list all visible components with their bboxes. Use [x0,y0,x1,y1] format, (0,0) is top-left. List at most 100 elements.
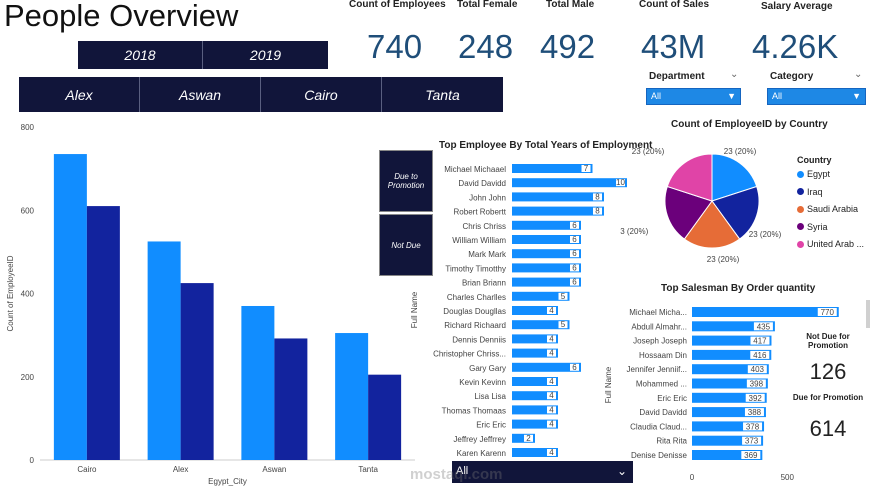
top-employee-value: 6 [572,235,577,244]
main-chart-xlabel: Egypt_City [208,477,247,486]
top-employee-name: Timothy Timotthy [445,264,506,273]
year-slicer: 2018 2019 [78,41,328,69]
top-salesman-name: Michael Micha... [629,308,687,317]
top-salesman-name: Eric Eric [657,394,687,403]
city-cairo-button[interactable]: Cairo [261,77,382,112]
top-employee-value: 5 [561,292,566,301]
main-chart-ytick: 400 [21,290,35,299]
top-employee-name: Richard Richaard [444,321,506,330]
main-chart-bar [335,333,368,460]
kpi-male-value: 492 [540,28,595,66]
top-employee-value: 4 [549,306,554,315]
not-due-card-value: 126 [798,359,858,385]
top-employee-name: Lisa Lisa [474,392,506,401]
department-filter-label: Department [649,71,705,82]
top-employee-value: 4 [549,420,554,429]
city-aswan-button[interactable]: Aswan [140,77,261,112]
top-employee-name: Michael Michaael [444,165,506,174]
top-employee-value: 6 [572,278,577,287]
top-employee-value: 6 [572,363,577,372]
top-salesman-name: David Davidd [639,408,687,417]
top-employee-name: John John [469,193,506,202]
city-tanta-button[interactable]: Tanta [382,77,503,112]
pie-legend-label: Iraq [807,187,823,197]
top-employee-name: Jeffrey Jeffrrey [453,435,506,444]
top-employee-bar [512,207,604,216]
top-employee-value: 7 [584,164,589,173]
top-salesman-value: 416 [753,351,767,360]
top-salesman-value: 435 [757,322,771,331]
pie-slice-label: 23 (20%) [724,147,757,156]
due-card-label: Due for Promotion [788,393,868,402]
department-chevron-icon[interactable]: ⌄ [730,69,738,80]
page-title: People Overview [4,0,238,34]
category-filter-label: Category [770,71,813,82]
category-chevron-icon[interactable]: ⌄ [854,69,862,80]
department-dropdown[interactable]: All ▼ [646,88,741,105]
pie-legend-item[interactable]: Iraq [797,187,823,197]
kpi-salary-label: Salary Average [761,1,833,12]
city-alex-button[interactable]: Alex [19,77,140,112]
top-employee-value: 5 [561,320,566,329]
kpi-male-label: Total Male [546,0,594,10]
top-salesman-value: 770 [821,308,835,317]
kpi-sales-value: 43M [641,28,705,66]
top-salesman-value: 398 [750,380,764,389]
top-employee-value: 6 [572,263,577,272]
pie-legend-item[interactable]: Egypt [797,169,830,179]
main-chart-ytick: 200 [21,373,35,382]
main-chart-ytick: 600 [21,206,35,215]
top-salesman-name: Rita Rita [656,437,687,446]
kpi-employees-value: 740 [367,28,422,66]
top-salesman-value: 378 [746,422,760,431]
top-employee-value: 8 [595,207,600,216]
pie-legend-label: Saudi Arabia [807,204,858,214]
top-employee-value: 2 [526,434,531,443]
main-chart-xtick: Alex [173,465,189,474]
top-salesman-xtick: 500 [781,473,795,482]
category-dropdown-arrow-icon: ▼ [852,89,861,104]
pie-legend-label: United Arab ... [807,239,864,249]
pie-chart-title: Count of EmployeeID by Country [671,119,828,130]
top-salesman-value: 388 [748,408,762,417]
pie-legend-item[interactable]: Syria [797,222,828,232]
top-employee-name: Gary Gary [469,364,506,373]
top-employee-value: 4 [549,405,554,414]
main-chart-xtick: Aswan [262,465,286,474]
not-due-card-label: Not Due for Promotion [798,332,858,350]
top-salesman-value: 403 [751,365,765,374]
kpi-salary-value: 4.26K [752,28,838,66]
top-employee-value: 4 [549,391,554,400]
top-employee-name: Dennis Denniis [452,335,506,344]
main-chart-ylabel: Count of EmployeeID [6,255,15,331]
top-employee-value: 8 [595,192,600,201]
salesman-chart-scrollbar[interactable] [866,300,870,328]
pie-legend-label: Syria [807,222,828,232]
legend-dot-icon [797,171,804,178]
main-chart-bar [241,306,274,460]
top-employee-name: Charles Charlles [447,293,506,302]
category-dropdown[interactable]: All ▼ [767,88,866,105]
top-salesman-name: Mohammed ... [636,380,687,389]
top-employee-value: 4 [549,448,554,457]
top-employee-name: David Davidd [458,179,506,188]
pie-slice-label: 23 (20%) [749,230,782,239]
top-employee-name: Mark Mark [468,250,507,259]
main-chart-bar [181,283,214,460]
top-employee-ylabel: Full Name [410,291,419,328]
main-chart-xtick: Cairo [77,465,97,474]
top-employee-value: 6 [572,221,577,230]
top-salesman-name: Hossaam Din [639,351,687,360]
due-card-value: 614 [798,416,858,442]
pie-legend-item[interactable]: United Arab ... [797,239,864,249]
kpi-female-value: 248 [458,28,513,66]
main-chart-bar [368,375,401,460]
year-2018-button[interactable]: 2018 [78,41,203,69]
top-employee-name: Robert Robertt [454,208,507,217]
year-2019-button[interactable]: 2019 [203,41,328,69]
legend-dot-icon [797,223,804,230]
top-salesman-xtick: 0 [690,473,695,482]
pie-legend-item[interactable]: Saudi Arabia [797,204,858,214]
top-salesman-value: 417 [753,337,767,346]
main-chart-ytick: 0 [30,456,35,465]
